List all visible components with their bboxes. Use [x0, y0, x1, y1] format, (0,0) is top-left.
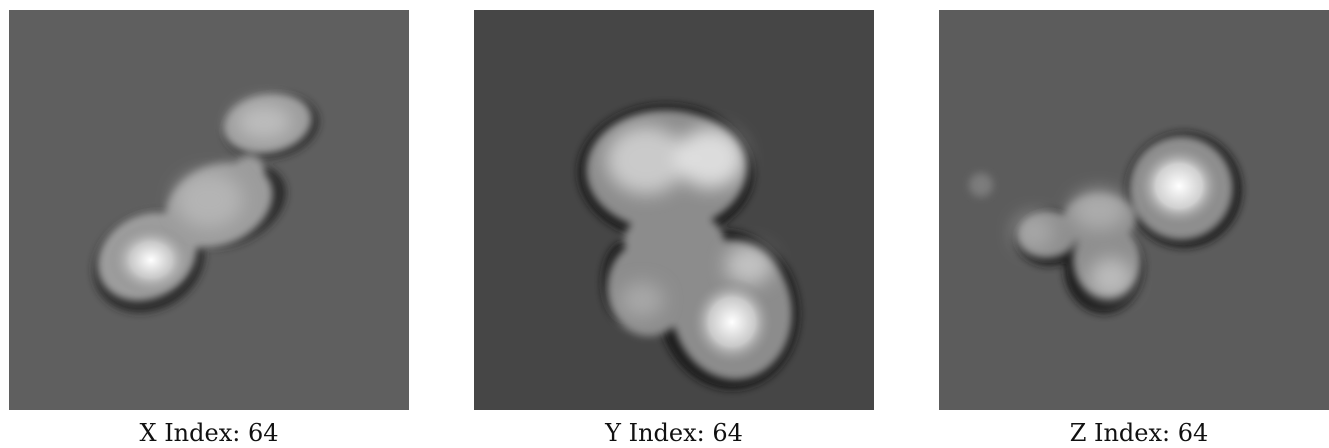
x-slice-blob: [93, 92, 319, 313]
x-slice-image: [9, 10, 409, 410]
z-slice-blob: [969, 132, 1242, 314]
y-slice-blob: [578, 104, 800, 390]
x-index-caption: X Index: 64: [139, 419, 279, 447]
z-slice-image: [939, 10, 1329, 410]
y-slice-image: [474, 10, 874, 410]
z-index-caption: Z Index: 64: [1069, 419, 1209, 447]
y-index-caption: Y Index: 64: [605, 419, 743, 447]
